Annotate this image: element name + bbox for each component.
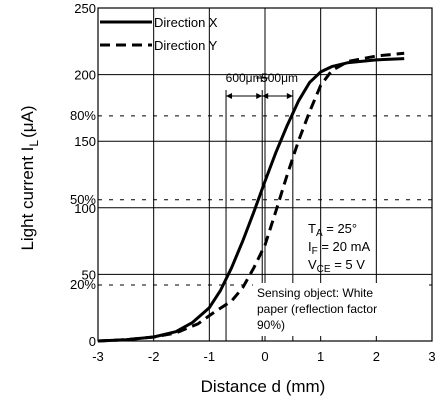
condition-if: IF = 20 mA bbox=[308, 239, 370, 257]
x-tick-label: -1 bbox=[204, 349, 216, 364]
sensing-note-line-2: paper (reflection factor bbox=[257, 302, 377, 316]
percent-label: 80% bbox=[70, 108, 96, 123]
y-tick-labels: 0 50 100 150 200 250 bbox=[74, 1, 96, 349]
series-line-direction-y bbox=[97, 51, 405, 343]
dimension-label-600: 600μm bbox=[226, 71, 263, 85]
legend-label-direction-x: Direction X bbox=[154, 15, 218, 30]
percent-label: 50% bbox=[70, 192, 96, 207]
y-tick-label: 50 bbox=[82, 267, 96, 282]
series-line-direction-x bbox=[97, 57, 405, 343]
x-tick-labels: -3 -2 -1 0 1 2 3 bbox=[92, 349, 435, 364]
sensing-note-line-3: 90%) bbox=[257, 318, 285, 332]
dimension-arrow bbox=[226, 93, 233, 99]
sensing-note-background bbox=[253, 283, 429, 336]
x-tick-label: 3 bbox=[428, 349, 435, 364]
plot-frame bbox=[97, 7, 433, 342]
y-tick-label: 150 bbox=[74, 134, 96, 149]
series-layer bbox=[97, 51, 405, 343]
dimension-arrow bbox=[256, 93, 263, 99]
sensing-note-line-1: Sensing object: White bbox=[257, 286, 373, 300]
x-axis-label: Distance d (mm) bbox=[201, 377, 326, 396]
dimension-arrow bbox=[286, 93, 293, 99]
y-axis-label-unit: (μA) bbox=[18, 105, 37, 137]
x-tick-label: -2 bbox=[148, 349, 160, 364]
dimension-label-500: 500μm bbox=[261, 71, 298, 85]
y-tick-label: 200 bbox=[74, 68, 96, 83]
condition-ta: TA = 25° bbox=[308, 221, 357, 239]
y-axis-label-main: Light current I bbox=[18, 147, 37, 251]
condition-vce: VCE = 5 V bbox=[308, 257, 365, 275]
y-tick-label: 0 bbox=[89, 334, 96, 349]
percent-labels: 80% 50% 20% bbox=[70, 108, 96, 292]
y-axis-label: Light current IL (μA) bbox=[18, 105, 41, 250]
x-tick-label: 2 bbox=[373, 349, 380, 364]
y-tick-label: 100 bbox=[74, 201, 96, 216]
sensing-note: Sensing object: White paper (reflection … bbox=[253, 283, 429, 336]
x-tick-label: 1 bbox=[317, 349, 324, 364]
y-axis-label-sub: L bbox=[27, 140, 41, 147]
x-tick-label: -3 bbox=[92, 349, 104, 364]
x-tick-label: 0 bbox=[261, 349, 268, 364]
conditions: TA = 25° IF = 20 mA VCE = 5 V bbox=[308, 221, 370, 275]
legend-label-direction-y: Direction Y bbox=[154, 38, 218, 53]
dimension-arrow bbox=[262, 93, 269, 99]
percent-label: 20% bbox=[70, 277, 96, 292]
y-tick-label: 250 bbox=[74, 1, 96, 16]
legend: Direction X Direction Y bbox=[100, 15, 218, 53]
